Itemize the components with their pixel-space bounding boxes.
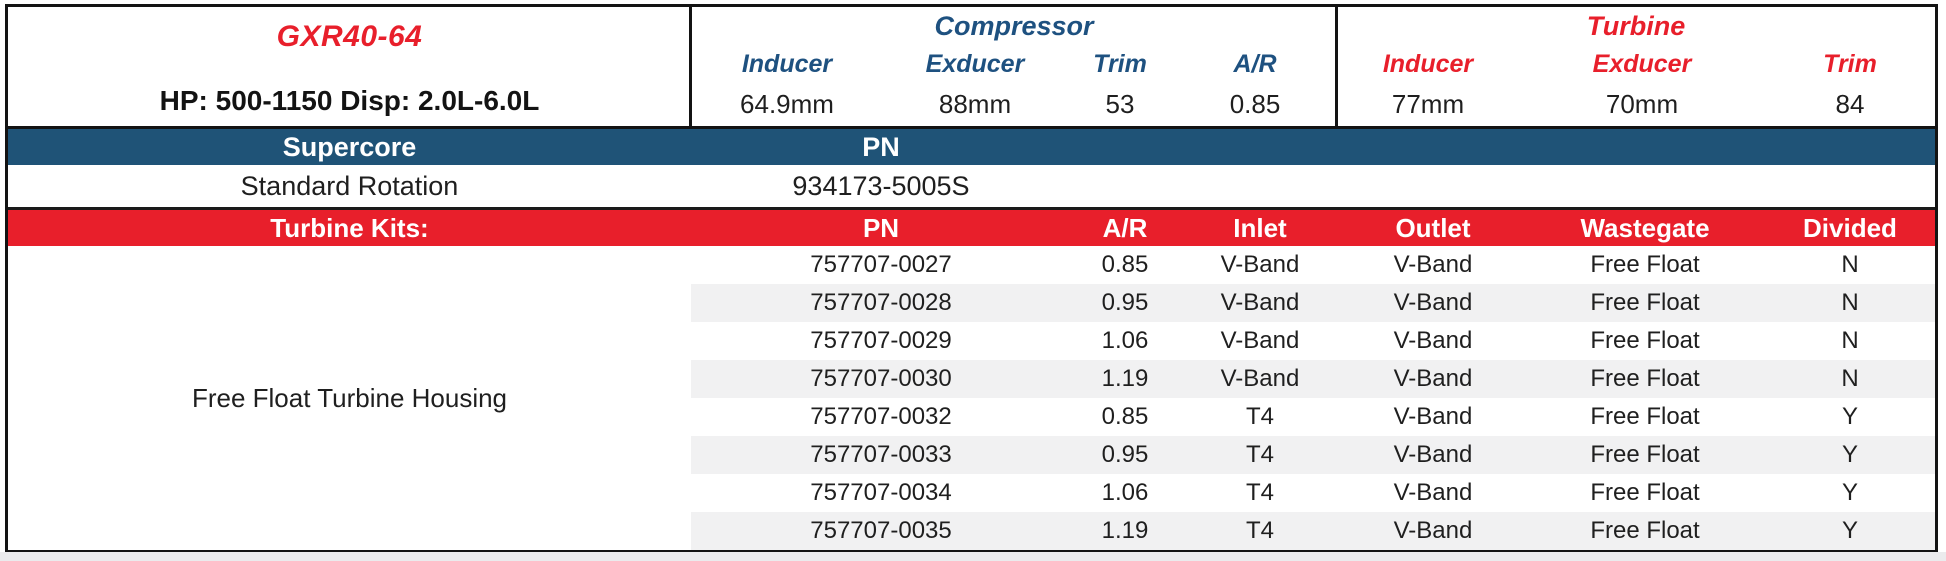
- kit-group-label: Free Float Turbine Housing: [191, 382, 508, 413]
- kit-outlet: V-Band: [1393, 479, 1473, 506]
- kit-wastegate: Free Float: [1590, 251, 1700, 278]
- kit-ar: 1.06: [1101, 327, 1149, 354]
- table-row: 757707-0032 0.85 T4 V-Band Free Float Y: [691, 398, 1935, 436]
- page-background-strip: [0, 552, 1946, 561]
- turbine-section-title: Turbine: [1586, 10, 1686, 41]
- compressor-inducer-value: 64.9mm: [740, 89, 834, 119]
- kit-divided: N: [1841, 251, 1859, 278]
- kit-outlet: V-Band: [1393, 327, 1473, 354]
- supercore-header-bar: Supercore PN: [8, 126, 1935, 165]
- table-row: 757707-0029 1.06 V-Band V-Band Free Floa…: [691, 322, 1935, 360]
- kit-outlet: V-Band: [1393, 251, 1473, 278]
- kit-wastegate: Free Float: [1590, 365, 1700, 392]
- kit-ar: 1.19: [1101, 517, 1149, 544]
- kits-header-pn: PN: [862, 212, 900, 243]
- kit-ar: 0.95: [1101, 441, 1149, 468]
- kit-inlet: V-Band: [1220, 365, 1300, 392]
- turbine-kits-header-bar: Turbine Kits: PN A/R Inlet Outlet Wasteg…: [8, 207, 1935, 246]
- compressor-header-inducer: Inducer: [741, 49, 833, 78]
- compressor-trim-value: 53: [1105, 89, 1135, 119]
- kit-inlet: T4: [1245, 517, 1274, 544]
- kit-inlet: V-Band: [1220, 251, 1300, 278]
- kit-wastegate: Free Float: [1590, 517, 1700, 544]
- product-hp-displacement: HP: 500-1150 Disp: 2.0L-6.0L: [159, 85, 540, 116]
- kit-inlet: V-Band: [1220, 327, 1300, 354]
- supercore-row-label: Standard Rotation: [240, 170, 459, 201]
- supercore-row: Standard Rotation 934173-5005S: [8, 165, 1935, 207]
- table-row: 757707-0030 1.19 V-Band V-Band Free Floa…: [691, 360, 1935, 398]
- kit-divided: Y: [1841, 441, 1858, 468]
- kit-ar: 1.19: [1101, 365, 1149, 392]
- kit-inlet: T4: [1245, 403, 1274, 430]
- header-divider-compressor-turbine: [1335, 7, 1338, 126]
- compressor-header-exducer: Exducer: [925, 49, 1025, 78]
- table-row: 757707-0028 0.95 V-Band V-Band Free Floa…: [691, 284, 1935, 322]
- kit-wastegate: Free Float: [1590, 479, 1700, 506]
- product-title-cell: GXR40-64 HP: 500-1150 Disp: 2.0L-6.0L: [8, 7, 691, 126]
- supercore-section-label: Supercore: [282, 131, 417, 162]
- kit-wastegate: Free Float: [1590, 441, 1700, 468]
- table-row: 757707-0034 1.06 T4 V-Band Free Float Y: [691, 474, 1935, 512]
- kits-header-divided: Divided: [1803, 212, 1897, 243]
- kit-wastegate: Free Float: [1590, 289, 1700, 316]
- kit-outlet: V-Band: [1393, 289, 1473, 316]
- kit-divided: Y: [1841, 403, 1858, 430]
- kit-pn: 757707-0035: [810, 517, 952, 544]
- kit-divided: N: [1841, 365, 1859, 392]
- compressor-header-trim: Trim: [1093, 49, 1147, 78]
- kit-ar: 0.85: [1101, 403, 1149, 430]
- kit-ar: 1.06: [1101, 479, 1149, 506]
- compressor-header-ar: A/R: [1233, 49, 1277, 78]
- kit-outlet: V-Band: [1393, 441, 1473, 468]
- kit-pn: 757707-0030: [810, 365, 952, 392]
- kit-pn: 757707-0033: [810, 441, 952, 468]
- kit-outlet: V-Band: [1393, 517, 1473, 544]
- compressor-section-title: Compressor: [934, 10, 1094, 41]
- supercore-row-pn: 934173-5005S: [792, 170, 970, 201]
- spec-header: GXR40-64 HP: 500-1150 Disp: 2.0L-6.0L Co…: [8, 7, 1935, 126]
- compressor-ar-value: 0.85: [1229, 89, 1281, 119]
- kits-header-wastegate: Wastegate: [1580, 212, 1710, 243]
- kits-header-outlet: Outlet: [1395, 212, 1471, 243]
- turbine-header-exducer: Exducer: [1592, 49, 1692, 78]
- spec-table: GXR40-64 HP: 500-1150 Disp: 2.0L-6.0L Co…: [5, 4, 1938, 553]
- kit-inlet: T4: [1245, 479, 1274, 506]
- kit-pn: 757707-0029: [810, 327, 952, 354]
- turbine-kits-body: Free Float Turbine Housing 757707-0027 0…: [8, 246, 1935, 550]
- kit-outlet: V-Band: [1393, 365, 1473, 392]
- table-row: 757707-0033 0.95 T4 V-Band Free Float Y: [691, 436, 1935, 474]
- kit-divided: Y: [1841, 517, 1858, 544]
- kits-header-ar: A/R: [1102, 212, 1148, 243]
- kit-inlet: V-Band: [1220, 289, 1300, 316]
- kit-divided: N: [1841, 327, 1859, 354]
- table-row: 757707-0027 0.85 V-Band V-Band Free Floa…: [691, 246, 1935, 284]
- turbine-header-inducer: Inducer: [1382, 49, 1474, 78]
- kit-wastegate: Free Float: [1590, 327, 1700, 354]
- kit-inlet: T4: [1245, 441, 1274, 468]
- product-model: GXR40-64: [276, 20, 423, 53]
- kit-divided: Y: [1841, 479, 1858, 506]
- kit-ar: 0.95: [1101, 289, 1149, 316]
- kit-pn: 757707-0028: [810, 289, 952, 316]
- table-row: 757707-0035 1.19 T4 V-Band Free Float Y: [691, 512, 1935, 550]
- header-divider-left: [689, 7, 692, 126]
- kit-outlet: V-Band: [1393, 403, 1473, 430]
- kit-wastegate: Free Float: [1590, 403, 1700, 430]
- turbine-kits-section-label: Turbine Kits:: [270, 212, 429, 243]
- compressor-exducer-value: 88mm: [938, 89, 1012, 119]
- kit-ar: 0.85: [1101, 251, 1149, 278]
- kit-pn: 757707-0034: [810, 479, 952, 506]
- turbine-exducer-value: 70mm: [1605, 89, 1679, 119]
- kit-pn: 757707-0027: [810, 251, 952, 278]
- supercore-pn-header: PN: [862, 131, 900, 162]
- kit-pn: 757707-0032: [810, 403, 952, 430]
- turbine-header-trim: Trim: [1823, 49, 1877, 78]
- kit-divided: N: [1841, 289, 1859, 316]
- turbine-inducer-value: 77mm: [1391, 89, 1465, 119]
- turbine-trim-value: 84: [1835, 89, 1865, 119]
- kits-header-inlet: Inlet: [1233, 212, 1287, 243]
